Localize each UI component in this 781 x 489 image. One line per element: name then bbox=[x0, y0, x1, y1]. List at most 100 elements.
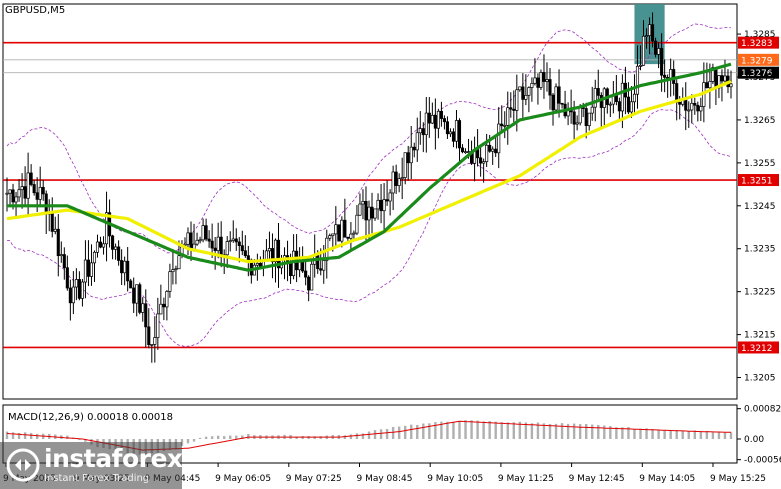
candle bbox=[617, 101, 621, 112]
candle bbox=[572, 111, 576, 125]
candle bbox=[159, 303, 163, 315]
macd-bar bbox=[548, 423, 552, 439]
candle bbox=[647, 24, 652, 36]
macd-bar bbox=[229, 435, 232, 439]
candle bbox=[415, 132, 419, 151]
candle bbox=[111, 235, 115, 250]
candle bbox=[237, 241, 241, 246]
macd-bar bbox=[723, 432, 727, 439]
macd-bar bbox=[512, 422, 515, 439]
candle bbox=[548, 79, 552, 96]
candle bbox=[171, 269, 175, 273]
candle bbox=[147, 326, 151, 346]
candle bbox=[370, 206, 374, 219]
candle bbox=[340, 219, 344, 242]
candle bbox=[95, 241, 100, 253]
candle bbox=[349, 233, 353, 239]
macd-bar bbox=[717, 432, 721, 439]
x-tick-label: 9 May 11:25 bbox=[498, 474, 554, 484]
x-tick-label: 9 May 14:05 bbox=[639, 474, 695, 484]
candle bbox=[29, 172, 33, 185]
x-tick-label: 9 May 06:05 bbox=[215, 474, 271, 484]
candle bbox=[545, 79, 549, 82]
logo-icon bbox=[6, 448, 40, 482]
macd-bar bbox=[524, 422, 528, 439]
candle bbox=[8, 189, 12, 194]
macd-y-tick-label: -0.00056 bbox=[744, 456, 781, 466]
candle bbox=[620, 82, 624, 112]
x-tick-label: 9 May 10:05 bbox=[427, 474, 483, 484]
candle bbox=[358, 203, 362, 216]
macd-bar bbox=[621, 427, 624, 439]
candle bbox=[53, 228, 57, 232]
candle bbox=[92, 251, 97, 264]
candle bbox=[355, 214, 359, 234]
candle bbox=[560, 102, 564, 105]
macd-bar bbox=[500, 422, 503, 439]
candle bbox=[720, 75, 724, 82]
candle bbox=[376, 199, 380, 210]
macd-bar bbox=[5, 431, 9, 439]
candle bbox=[506, 107, 510, 126]
candle bbox=[578, 106, 582, 124]
macd-bar bbox=[554, 423, 558, 439]
macd-bar bbox=[198, 437, 202, 439]
candle bbox=[551, 94, 555, 111]
price-label: 1.3276 bbox=[741, 69, 773, 79]
candle bbox=[129, 280, 133, 289]
candle bbox=[210, 240, 214, 249]
candle bbox=[168, 271, 172, 292]
candle bbox=[17, 189, 21, 198]
candle bbox=[56, 228, 60, 257]
candle bbox=[138, 284, 142, 313]
candle bbox=[328, 235, 332, 239]
macd-y-tick-label: 0.00 bbox=[744, 435, 764, 445]
candle bbox=[11, 189, 15, 203]
candle bbox=[213, 247, 217, 251]
candle bbox=[729, 83, 733, 88]
macd-bar bbox=[693, 430, 696, 439]
candle bbox=[189, 232, 193, 251]
candle bbox=[463, 151, 468, 154]
candle bbox=[343, 219, 347, 238]
candle bbox=[126, 260, 130, 282]
candle bbox=[436, 110, 440, 129]
macd-bar bbox=[603, 425, 606, 439]
y-tick-label: 1.3245 bbox=[744, 202, 776, 212]
macd-bar bbox=[90, 438, 93, 445]
y-tick-label: 1.3205 bbox=[744, 374, 776, 384]
candle bbox=[687, 109, 691, 112]
candle bbox=[165, 291, 169, 308]
candle bbox=[590, 106, 594, 114]
candle bbox=[406, 152, 410, 164]
macd-bar bbox=[11, 432, 15, 439]
candle bbox=[696, 104, 700, 112]
macd-bar bbox=[192, 438, 196, 442]
macd-bar bbox=[210, 436, 214, 439]
candle bbox=[319, 268, 323, 271]
macd-bar bbox=[615, 427, 618, 439]
x-tick-label: 9 May 07:25 bbox=[286, 474, 342, 484]
candle bbox=[80, 281, 84, 299]
macd-bar bbox=[476, 420, 479, 439]
candle bbox=[515, 89, 519, 111]
candle bbox=[50, 212, 54, 232]
candle bbox=[267, 248, 272, 252]
level-label-bg bbox=[738, 36, 779, 49]
candle bbox=[331, 233, 335, 236]
price-plot-frame bbox=[2, 3, 738, 400]
x-tick-label: 9 May 15:25 bbox=[710, 474, 766, 484]
envelope-upper bbox=[6, 23, 732, 254]
candle bbox=[101, 243, 106, 248]
macd-bar bbox=[681, 430, 684, 439]
candle bbox=[98, 241, 103, 248]
macd-bar bbox=[35, 433, 39, 439]
candle bbox=[373, 208, 377, 219]
candle bbox=[479, 157, 483, 164]
candle bbox=[231, 238, 235, 241]
candle bbox=[527, 87, 531, 96]
candle bbox=[135, 284, 139, 304]
candle bbox=[596, 88, 600, 96]
ma-slow-line bbox=[6, 79, 732, 264]
candle bbox=[690, 102, 694, 111]
